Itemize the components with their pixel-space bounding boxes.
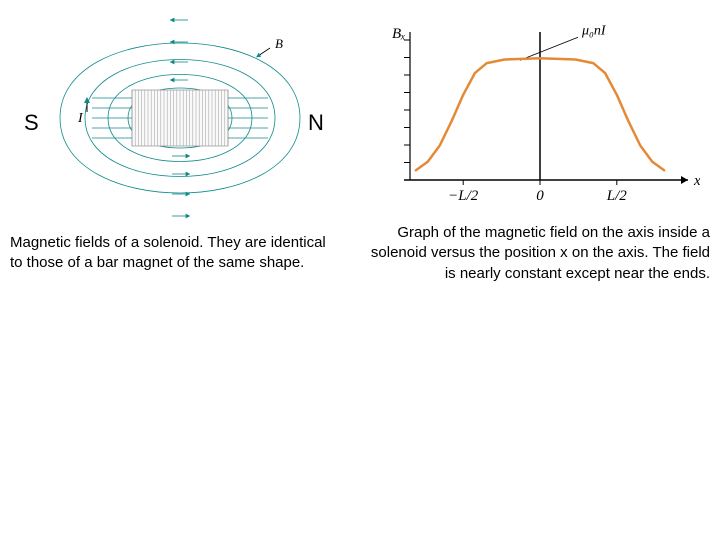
field-graph: −L/2 0 L/2 x Bₓ μ₀nI [360, 10, 700, 215]
svg-text:μ₀nI: μ₀nI [581, 23, 607, 38]
svg-text:L/2: L/2 [606, 188, 628, 204]
north-pole-label: N [308, 110, 324, 136]
solenoid-field-diagram: I B S N [10, 10, 340, 225]
south-pole-label: S [24, 110, 39, 136]
right-caption: Graph of the magnetic field on the axis … [360, 223, 710, 284]
solenoid-field-panel: I B S N Magnetic fields of a solenoid. Th… [10, 10, 340, 284]
svg-text:I: I [77, 111, 84, 126]
left-caption: Magnetic fields of a solenoid. They are … [10, 233, 340, 274]
figure-container: I B S N Magnetic fields of a solenoid. Th… [0, 0, 720, 284]
svg-text:0: 0 [536, 188, 544, 204]
field-graph-panel: −L/2 0 L/2 x Bₓ μ₀nI Graph of the magnetic fi… [360, 10, 710, 284]
svg-text:x: x [693, 173, 700, 189]
svg-text:Bₓ: Bₓ [392, 26, 405, 42]
svg-text:−L/2: −L/2 [448, 188, 479, 204]
svg-text:B: B [275, 36, 283, 51]
